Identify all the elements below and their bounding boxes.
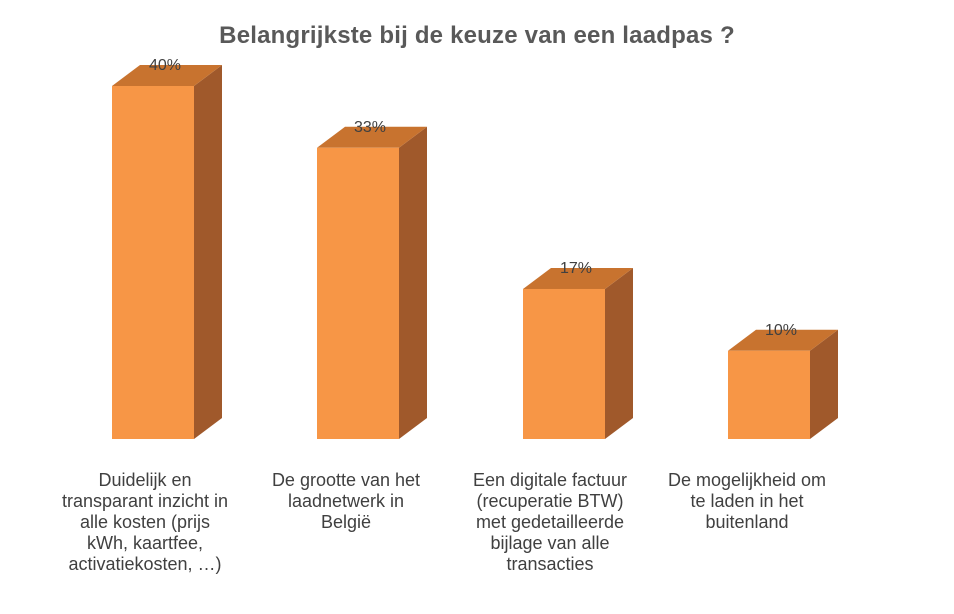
chart-title: Belangrijkste bij de keuze van een laadp… — [219, 22, 735, 49]
bar — [523, 288, 605, 439]
bar-top — [112, 65, 222, 86]
category-label: Duidelijk en transparant inzicht in alle… — [61, 470, 229, 574]
data-label: 40% — [149, 57, 181, 74]
bar-side — [810, 329, 838, 439]
category-label: Een digitale factuur (recuperatie BTW) m… — [472, 470, 628, 574]
category-label: De mogelijkheid om te laden in het buite… — [667, 470, 827, 532]
bar — [728, 350, 810, 439]
bar-top — [728, 329, 838, 351]
data-label: 33% — [354, 119, 386, 136]
bar — [317, 147, 399, 439]
category-label: De grootte van het laadnetwerk in België — [271, 470, 421, 532]
bar-side — [194, 65, 222, 439]
bar-side — [605, 267, 633, 439]
bar-side — [399, 126, 427, 440]
data-label: 10% — [765, 322, 797, 339]
bar-top — [317, 126, 427, 148]
bar-top — [523, 267, 633, 289]
data-label: 17% — [560, 260, 592, 277]
bar — [112, 86, 194, 439]
